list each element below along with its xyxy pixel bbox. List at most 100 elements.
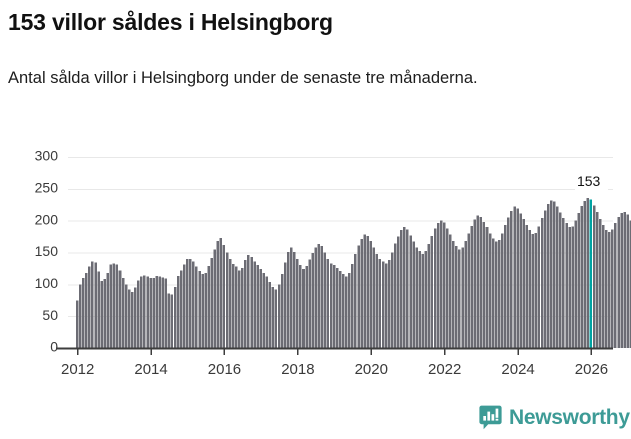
bar <box>626 214 629 348</box>
bar <box>424 251 428 348</box>
x-axis-tick-label: 2018 <box>281 361 314 378</box>
bar <box>452 241 455 348</box>
bar <box>357 245 360 348</box>
bar <box>241 267 244 348</box>
bar <box>348 272 351 348</box>
bar <box>342 274 345 348</box>
bar <box>543 210 547 348</box>
bar <box>155 276 158 348</box>
bar <box>338 270 342 348</box>
bar <box>305 265 308 348</box>
y-axis-tick-label: 200 <box>35 211 59 227</box>
bar <box>497 239 501 348</box>
bar <box>277 284 281 348</box>
bar <box>504 225 507 348</box>
bar <box>118 270 122 348</box>
bar <box>445 228 449 348</box>
bar <box>595 211 599 348</box>
bar-highlighted <box>589 199 593 348</box>
bar-series <box>75 197 631 348</box>
chart-plot-area: 0 50 100 150 200 250 300 2012 2014 2016 2018 2020 20… <box>0 148 631 393</box>
bar <box>409 235 412 348</box>
bar <box>259 269 262 348</box>
bar <box>598 218 602 348</box>
bar <box>106 272 110 348</box>
bar <box>82 277 85 348</box>
x-axis-tick-label: 2026 <box>575 361 608 378</box>
x-axis-tick-label: 2012 <box>61 361 94 378</box>
bar <box>91 261 94 348</box>
bar <box>314 247 317 348</box>
bar <box>583 200 587 348</box>
bar <box>326 258 330 348</box>
bar <box>345 276 348 348</box>
bar <box>617 216 620 348</box>
bar <box>164 278 168 348</box>
bar <box>562 218 565 348</box>
bar <box>455 246 458 348</box>
bar <box>127 289 131 348</box>
bar <box>433 228 437 348</box>
bar <box>179 270 183 348</box>
bar <box>280 274 284 348</box>
bar <box>317 244 321 348</box>
bar <box>228 258 232 348</box>
bar <box>525 225 529 348</box>
bar <box>176 276 180 348</box>
bar <box>614 223 617 348</box>
bar <box>565 223 568 348</box>
bar <box>204 272 207 348</box>
bar <box>375 253 379 348</box>
bar <box>234 266 238 348</box>
bar <box>369 241 373 348</box>
bar <box>152 277 155 348</box>
bar <box>103 279 106 348</box>
bar <box>574 220 577 348</box>
bar <box>351 263 354 348</box>
bar <box>78 284 82 348</box>
bar <box>516 208 519 348</box>
bar <box>442 222 446 348</box>
bar <box>537 226 541 348</box>
bar <box>519 213 522 348</box>
bar <box>384 263 388 348</box>
bar <box>400 230 403 348</box>
bar <box>143 275 146 348</box>
bar <box>461 247 464 348</box>
bar <box>201 274 204 348</box>
bar <box>222 244 226 348</box>
bar <box>397 236 400 348</box>
bar <box>299 265 302 348</box>
x-axis-tick-label: 2020 <box>355 361 388 378</box>
bar <box>219 237 223 348</box>
bar <box>207 265 210 348</box>
bar <box>473 219 477 348</box>
bar <box>571 226 574 348</box>
bar <box>308 259 311 348</box>
y-axis-tick-label: 300 <box>35 148 59 164</box>
bar <box>549 200 553 348</box>
bar <box>320 246 324 348</box>
bar <box>479 216 483 348</box>
bar <box>195 266 198 348</box>
bar <box>97 271 100 348</box>
bar <box>586 197 590 348</box>
bar <box>390 252 394 348</box>
bar <box>75 300 79 348</box>
bar <box>559 212 562 348</box>
bar <box>501 233 504 348</box>
bar <box>262 272 265 348</box>
bar <box>170 294 174 348</box>
y-axis-tick-label: 0 <box>50 339 58 355</box>
chart-subtitle: Antal sålda villor i Helsingborg under d… <box>8 69 478 87</box>
bar <box>592 205 596 348</box>
bar <box>198 270 201 348</box>
bar <box>247 255 250 348</box>
bar <box>213 249 217 348</box>
bar <box>173 286 177 348</box>
bar <box>137 280 140 348</box>
bar <box>568 227 571 348</box>
bar <box>112 263 116 348</box>
bar <box>528 230 532 348</box>
bar <box>161 277 165 348</box>
